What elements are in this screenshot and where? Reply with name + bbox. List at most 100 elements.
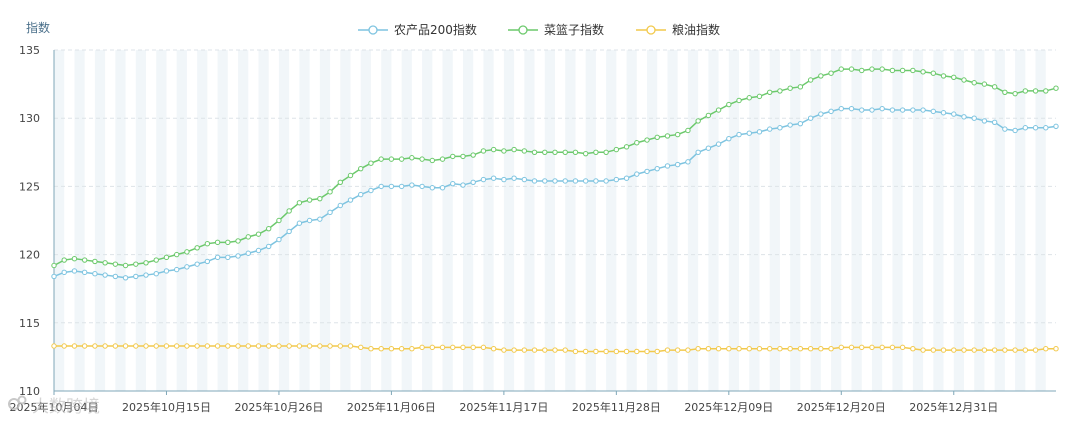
data-point[interactable] bbox=[102, 343, 108, 349]
data-point[interactable] bbox=[726, 135, 732, 142]
data-point[interactable] bbox=[726, 101, 732, 108]
data-point[interactable] bbox=[715, 346, 722, 352]
data-point[interactable] bbox=[143, 343, 149, 349]
data-point[interactable] bbox=[1043, 125, 1049, 131]
data-point[interactable] bbox=[634, 348, 640, 355]
data-point[interactable] bbox=[807, 346, 814, 352]
data-point[interactable] bbox=[71, 268, 78, 274]
data-point[interactable] bbox=[173, 251, 180, 258]
data-point[interactable] bbox=[859, 67, 865, 74]
data-point[interactable] bbox=[521, 148, 528, 154]
data-point[interactable] bbox=[971, 115, 977, 121]
data-point[interactable] bbox=[122, 275, 129, 281]
data-point[interactable] bbox=[961, 77, 967, 83]
data-point[interactable] bbox=[981, 118, 988, 124]
data-point[interactable] bbox=[450, 153, 456, 160]
data-point[interactable] bbox=[828, 346, 834, 352]
data-point[interactable] bbox=[358, 344, 364, 351]
data-point[interactable] bbox=[460, 344, 466, 351]
data-point[interactable] bbox=[480, 344, 487, 351]
data-point[interactable] bbox=[930, 70, 937, 76]
data-point[interactable] bbox=[685, 127, 691, 134]
data-point[interactable] bbox=[1032, 125, 1039, 131]
data-point[interactable] bbox=[951, 111, 957, 117]
data-point[interactable] bbox=[593, 348, 599, 355]
data-point[interactable] bbox=[613, 146, 620, 153]
data-point[interactable] bbox=[143, 272, 149, 278]
data-point[interactable] bbox=[194, 245, 200, 251]
data-point[interactable] bbox=[501, 148, 507, 154]
data-point[interactable] bbox=[940, 110, 947, 116]
data-point[interactable] bbox=[838, 66, 844, 72]
data-point[interactable] bbox=[225, 239, 231, 246]
data-point[interactable] bbox=[889, 344, 896, 351]
data-point[interactable] bbox=[450, 180, 456, 187]
data-point[interactable] bbox=[531, 178, 538, 184]
data-point[interactable] bbox=[746, 95, 752, 101]
data-point[interactable] bbox=[51, 343, 57, 349]
data-point[interactable] bbox=[296, 220, 303, 226]
data-point[interactable] bbox=[61, 257, 67, 263]
data-point[interactable] bbox=[429, 344, 436, 351]
data-point[interactable] bbox=[797, 346, 804, 352]
data-point[interactable] bbox=[910, 346, 916, 352]
data-point[interactable] bbox=[879, 344, 885, 351]
data-point[interactable] bbox=[562, 347, 568, 353]
data-point[interactable] bbox=[899, 67, 906, 74]
data-point[interactable] bbox=[664, 347, 671, 353]
data-point[interactable] bbox=[582, 150, 589, 157]
data-point[interactable] bbox=[245, 250, 251, 256]
data-point[interactable] bbox=[1022, 88, 1029, 94]
data-point[interactable] bbox=[480, 176, 487, 183]
data-point[interactable] bbox=[879, 105, 885, 112]
data-point[interactable] bbox=[51, 262, 57, 269]
data-point[interactable] bbox=[81, 269, 88, 276]
data-point[interactable] bbox=[194, 343, 200, 349]
data-point[interactable] bbox=[51, 273, 57, 280]
data-point[interactable] bbox=[756, 129, 763, 135]
data-point[interactable] bbox=[1053, 123, 1059, 130]
data-point[interactable] bbox=[940, 347, 947, 353]
data-point[interactable] bbox=[368, 160, 374, 166]
data-point[interactable] bbox=[235, 238, 241, 244]
data-point[interactable] bbox=[439, 344, 446, 351]
data-point[interactable] bbox=[409, 155, 415, 161]
data-point[interactable] bbox=[981, 81, 988, 87]
data-point[interactable] bbox=[347, 343, 354, 349]
data-point[interactable] bbox=[511, 146, 517, 153]
data-point[interactable] bbox=[848, 344, 855, 351]
data-point[interactable] bbox=[940, 73, 947, 79]
data-point[interactable] bbox=[767, 126, 773, 132]
data-point[interactable] bbox=[746, 130, 752, 136]
data-point[interactable] bbox=[787, 346, 793, 352]
data-point[interactable] bbox=[143, 260, 149, 266]
data-point[interactable] bbox=[869, 344, 875, 351]
data-point[interactable] bbox=[623, 348, 630, 355]
data-point[interactable] bbox=[358, 165, 364, 172]
data-point[interactable] bbox=[419, 156, 425, 162]
data-point[interactable] bbox=[337, 179, 343, 186]
data-point[interactable] bbox=[439, 156, 446, 162]
data-point[interactable] bbox=[695, 149, 701, 156]
legend[interactable]: 农产品200指数 菜篮子指数 粮油指数 bbox=[358, 22, 720, 37]
data-point[interactable] bbox=[756, 346, 763, 352]
data-point[interactable] bbox=[920, 69, 926, 75]
data-point[interactable] bbox=[961, 347, 967, 353]
data-point[interactable] bbox=[981, 347, 988, 353]
data-point[interactable] bbox=[102, 260, 108, 266]
data-point[interactable] bbox=[705, 112, 712, 119]
data-point[interactable] bbox=[122, 262, 129, 269]
data-point[interactable] bbox=[705, 346, 712, 352]
data-point[interactable] bbox=[1002, 89, 1008, 95]
data-point[interactable] bbox=[511, 347, 517, 353]
data-point[interactable] bbox=[613, 348, 620, 355]
data-point[interactable] bbox=[409, 346, 415, 352]
data-point[interactable] bbox=[388, 156, 395, 162]
data-point[interactable] bbox=[521, 176, 528, 183]
data-point[interactable] bbox=[255, 247, 262, 254]
data-point[interactable] bbox=[685, 159, 691, 165]
data-point[interactable] bbox=[961, 114, 967, 120]
data-point[interactable] bbox=[603, 348, 609, 355]
data-point[interactable] bbox=[317, 216, 323, 222]
data-point[interactable] bbox=[674, 161, 681, 168]
